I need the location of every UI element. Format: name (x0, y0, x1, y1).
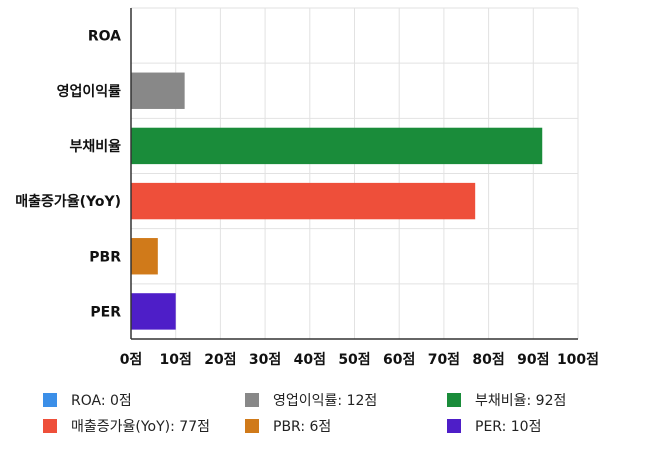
legend-swatch (43, 393, 57, 407)
bar (131, 293, 176, 330)
category-label: ROA (88, 29, 121, 45)
x-tick-label: 60점 (383, 351, 415, 368)
bars (131, 72, 543, 330)
x-tick-label: 80점 (472, 351, 504, 368)
x-tick-label: 10점 (160, 351, 192, 368)
x-tick-label: 40점 (294, 351, 326, 368)
axes (130, 8, 578, 340)
legend-item-operating-margin[interactable]: 영업이익률: 12점 (245, 390, 377, 410)
x-tick-labels: 0점 10점 20점 30점 40점 50점 60점 70점 80점 90점 100점 (120, 351, 599, 368)
legend-label: 영업이익률: 12점 (273, 393, 378, 409)
category-label: 영업이익률 (57, 83, 122, 100)
x-tick-label: 50점 (338, 351, 370, 368)
bar (131, 127, 543, 165)
grid-lines (130, 7, 579, 340)
x-tick-label: 20점 (204, 351, 236, 368)
legend-item-debt-ratio[interactable]: 부채비율: 92점 (447, 390, 566, 410)
bar (131, 238, 158, 275)
bar (131, 72, 185, 109)
legend-swatch (447, 393, 461, 407)
legend-label: PBR: 6점 (273, 419, 332, 435)
legend-swatch (245, 419, 259, 433)
legend-item-pbr[interactable]: PBR: 6점 (245, 416, 331, 436)
x-tick-label: 70점 (428, 351, 460, 368)
x-tick-label: 30점 (249, 351, 281, 368)
x-tick-label: 0점 (120, 351, 143, 368)
legend-swatch (245, 393, 259, 407)
category-label: PER (90, 304, 121, 320)
category-label: 부채비율 (69, 138, 121, 155)
legend-item-revenue-growth[interactable]: 매출증가율(YoY): 77점 (43, 416, 210, 436)
x-tick-label: 100점 (557, 351, 599, 368)
x-tick-label: 90점 (517, 351, 549, 368)
legend-item-roa[interactable]: ROA: 0점 (43, 390, 132, 410)
legend-item-per[interactable]: PER: 10점 (447, 416, 541, 436)
category-label: 매출증가율(YoY) (15, 193, 121, 210)
legend-label: 부채비율: 92점 (475, 393, 567, 409)
legend-label: PER: 10점 (475, 419, 542, 435)
legend-label: 매출증가율(YoY): 77점 (71, 419, 210, 435)
bar (131, 182, 476, 220)
legend-swatch (447, 419, 461, 433)
legend-swatch (43, 419, 57, 433)
legend-label: ROA: 0점 (71, 393, 132, 409)
category-label: PBR (89, 249, 121, 265)
